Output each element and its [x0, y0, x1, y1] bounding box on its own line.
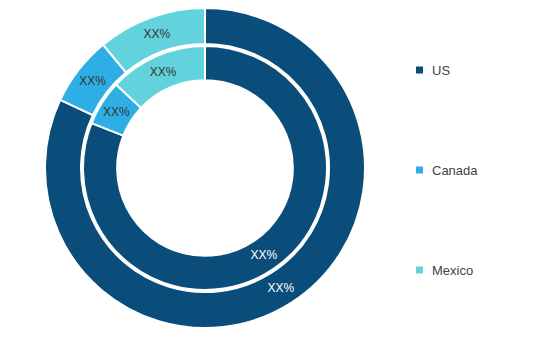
svg-text:XX%: XX% — [150, 65, 177, 79]
svg-text:XX%: XX% — [268, 281, 295, 295]
svg-text:XX%: XX% — [143, 27, 170, 41]
svg-text:XX%: XX% — [103, 105, 130, 119]
svg-text:Mexico: Mexico — [432, 263, 473, 278]
svg-text:US: US — [432, 63, 450, 78]
svg-text:XX%: XX% — [79, 74, 106, 88]
svg-text:Canada: Canada — [432, 163, 478, 178]
svg-text:XX%: XX% — [250, 248, 277, 262]
